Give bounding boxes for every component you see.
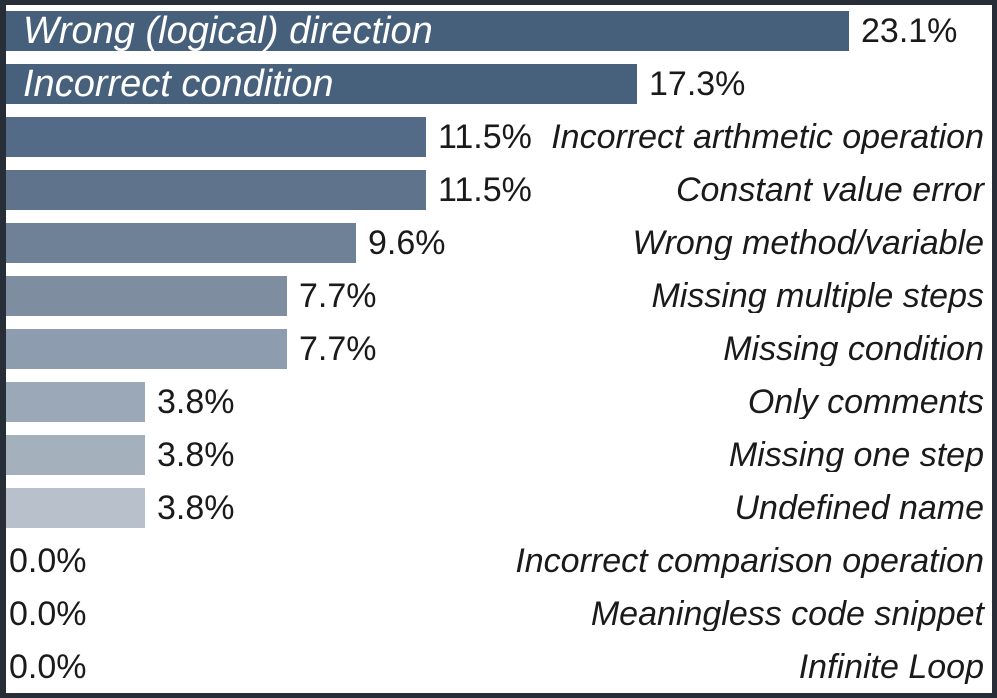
- value-label: 0.0%: [9, 594, 87, 633]
- bar: [6, 276, 287, 317]
- category-label: Missing one step: [728, 437, 984, 472]
- bar: [6, 223, 356, 264]
- category-label: Missing condition: [723, 331, 984, 366]
- bar: [6, 381, 145, 422]
- value-label: 0.0%: [9, 541, 87, 580]
- bar: [6, 434, 145, 475]
- value-label: 0.0%: [9, 647, 87, 686]
- value-label: 7.7%: [299, 329, 377, 368]
- value-label: 3.8%: [157, 382, 235, 421]
- bar-row: 3.8% Missing one step: [6, 428, 992, 481]
- category-label: Incorrect comparison operation: [515, 543, 984, 578]
- bar-row: 7.7% Missing multiple steps: [6, 270, 992, 323]
- category-label: Undefined name: [734, 490, 984, 525]
- bar-row: 7.7% Missing condition: [6, 323, 992, 376]
- bar: Wrong (logical) direction: [6, 10, 849, 53]
- bar-row: Wrong (logical) direction 23.1%: [6, 5, 992, 58]
- category-label: Missing multiple steps: [651, 279, 984, 314]
- bar-row: 0.0% Incorrect comparison operation: [6, 534, 992, 587]
- bar: [6, 117, 426, 158]
- bar: [6, 328, 287, 369]
- value-label: 3.8%: [157, 435, 235, 474]
- value-label: 23.1%: [861, 12, 958, 51]
- category-label: Constant value error: [675, 173, 984, 208]
- category-label: Incorrect arthmetic operation: [551, 120, 984, 155]
- bar-row: 0.0% Meaningless code snippet: [6, 587, 992, 640]
- bar-row: 3.8% Undefined name: [6, 481, 992, 534]
- value-label: 3.8%: [157, 488, 235, 527]
- bar: Incorrect condition: [6, 63, 637, 106]
- value-label: 17.3%: [649, 65, 746, 104]
- bar: [6, 487, 145, 528]
- value-label: 9.6%: [368, 224, 446, 263]
- category-label: Infinite Loop: [798, 649, 984, 684]
- category-label: Wrong method/variable: [632, 226, 984, 261]
- bar-row: 11.5% Incorrect arthmetic operation: [6, 111, 992, 164]
- category-label: Meaningless code snippet: [590, 596, 984, 631]
- value-label: 11.5%: [438, 171, 532, 210]
- bar-inside-label: Wrong (logical) direction: [23, 10, 433, 53]
- bar-row: 11.5% Constant value error: [6, 164, 992, 217]
- bar-row: 9.6% Wrong method/variable: [6, 217, 992, 270]
- value-label: 11.5%: [438, 118, 532, 157]
- bar-row: Incorrect condition 17.3%: [6, 58, 992, 111]
- bar-row: 0.0% Infinite Loop: [6, 640, 992, 693]
- bar-inside-label: Incorrect condition: [23, 63, 334, 106]
- value-label: 7.7%: [299, 277, 377, 316]
- category-label: Only comments: [747, 384, 984, 419]
- bar-row: 3.8% Only comments: [6, 375, 992, 428]
- bar: [6, 170, 426, 211]
